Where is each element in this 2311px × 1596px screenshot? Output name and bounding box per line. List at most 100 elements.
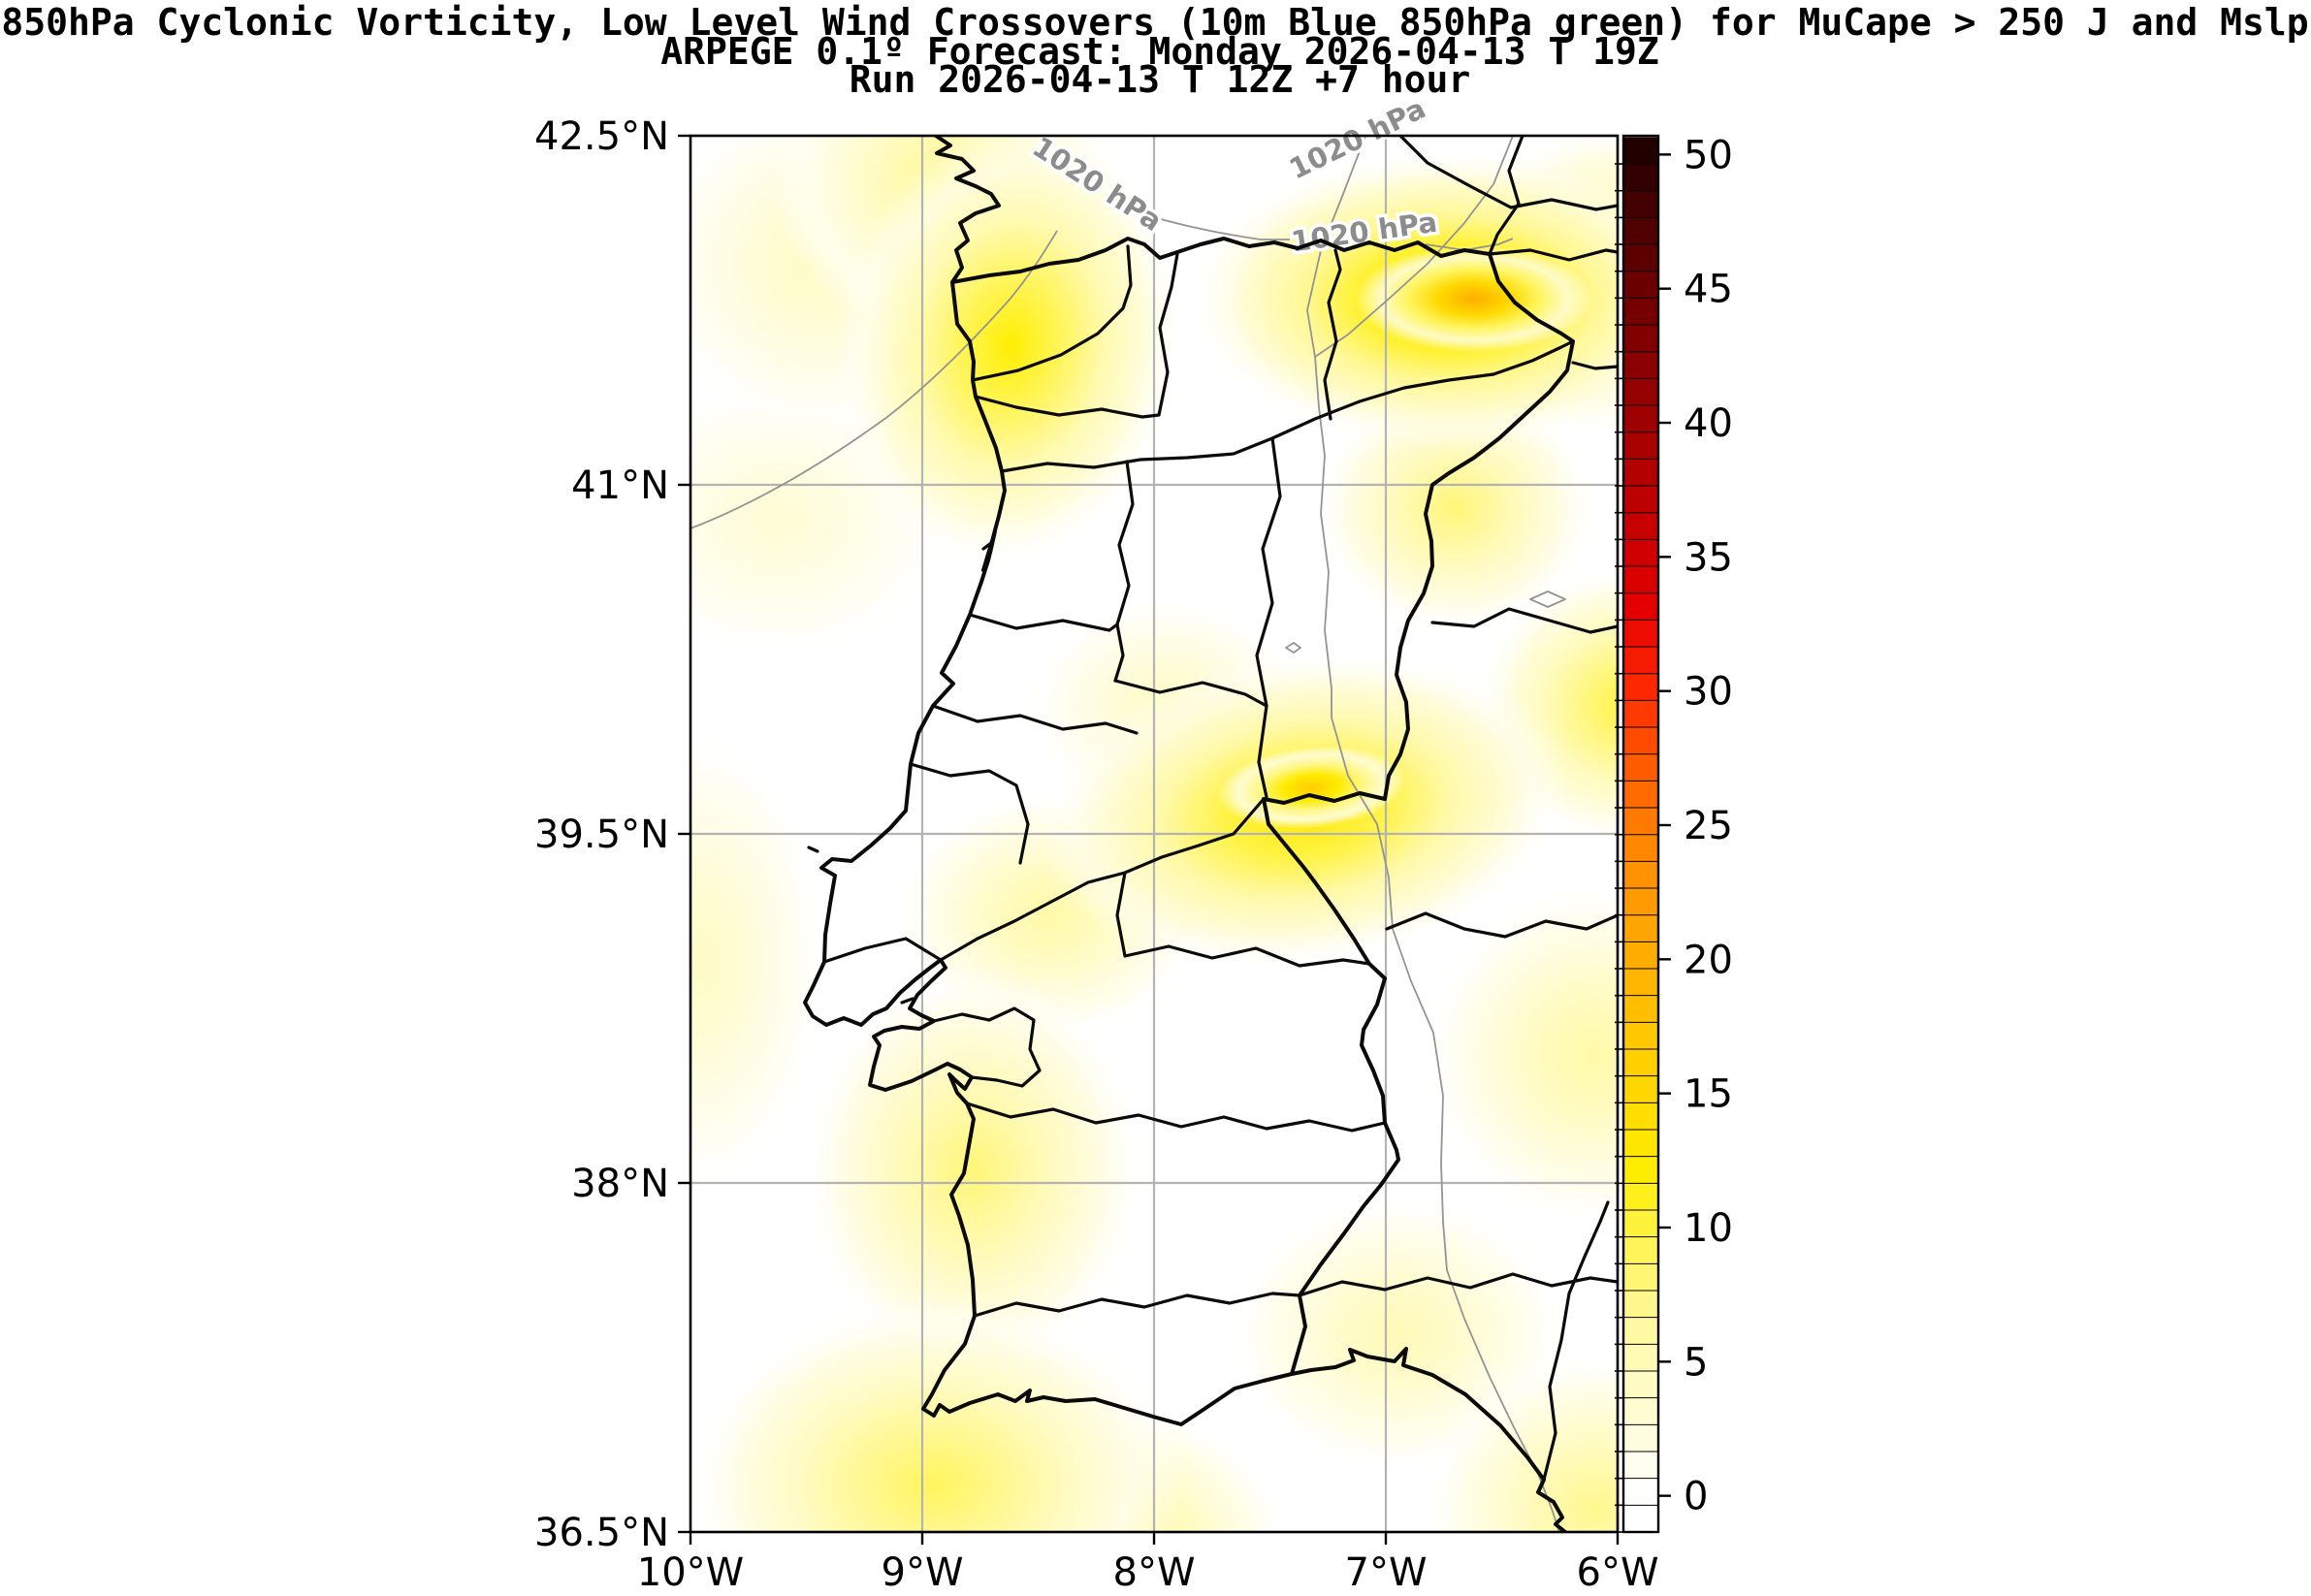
figure-run-line: Run 2026-04-13 T 12Z +7 hour [850, 58, 1471, 101]
y-tick-label: 42.5°N [534, 114, 669, 159]
vorticity-blob [1422, 881, 1618, 1229]
colorbar-segment [1623, 1130, 1658, 1157]
spain-leon-zamora-line [1488, 248, 1618, 262]
colorbar-segment [1623, 137, 1658, 165]
y-tick-label: 36.5°N [534, 1511, 669, 1555]
colorbar-tick-label: 45 [1684, 268, 1733, 312]
colorbar-segment [1623, 727, 1658, 754]
colorbar-segment [1623, 378, 1658, 406]
vorticity-blob [690, 726, 827, 1197]
district-santarem-portalegre [1115, 871, 1127, 958]
colorbar-segment [1623, 753, 1658, 782]
colorbar-segment [1623, 1183, 1658, 1211]
tejo-islet [900, 997, 915, 1005]
colorbar-tick-label: 15 [1684, 1072, 1733, 1117]
colorbar-segment [1623, 405, 1658, 432]
vorticity-blob [1422, 1352, 1618, 1532]
district-viseu-guarda [1255, 436, 1282, 799]
district-beja-faro [973, 1292, 1301, 1318]
colorbar-segment [1623, 512, 1658, 540]
y-tick-label: 38°N [571, 1162, 669, 1206]
colorbar-segment [1623, 1317, 1658, 1345]
colorbar-segment [1623, 1371, 1658, 1398]
colorbar-segment [1623, 1236, 1658, 1264]
colorbar-segment [1623, 566, 1658, 593]
colorbar-segment [1623, 700, 1658, 728]
berlengas-islet [807, 846, 819, 853]
district-coimbra-castelobranco [1113, 679, 1268, 708]
colorbar-segment [1623, 164, 1658, 191]
colorbar-segment [1623, 914, 1658, 942]
colorbar-segment [1623, 1075, 1658, 1103]
colorbar-segment [1623, 1505, 1658, 1532]
guadalquivir-river [1542, 1200, 1610, 1482]
district-coimbra-leiria [931, 704, 1139, 735]
colorbar-segment [1623, 1210, 1658, 1237]
colorbar-tick-label: 30 [1684, 670, 1733, 715]
district-viana-braga [971, 244, 1133, 382]
colorbar-segment [1623, 1263, 1658, 1292]
portugal-spain-border [950, 237, 1575, 1376]
colorbar-segment [1623, 1478, 1658, 1506]
colorbar-segment [1623, 1049, 1658, 1076]
colorbar-segment [1623, 459, 1658, 487]
y-tick-label: 41°N [571, 463, 669, 508]
colorbar-segment [1623, 325, 1658, 352]
boundary-layer [803, 136, 1618, 1532]
colorbar-tick-label: 5 [1684, 1340, 1708, 1385]
colorbar-segment [1623, 888, 1658, 915]
colorbar-segment [1623, 969, 1658, 996]
x-tick-label: 6°W [1577, 1550, 1659, 1595]
isobar-1020-west-b [1130, 208, 1290, 240]
vorticity-blob [837, 136, 1184, 571]
isobar-1020-west [690, 230, 1058, 529]
colorbar-segment [1623, 620, 1658, 648]
colorbar-segment [1623, 1022, 1658, 1050]
district-braga-porto [974, 252, 1179, 419]
colorbar-segment [1623, 647, 1658, 674]
duero-spain-line [1571, 361, 1618, 370]
douro-line [1000, 339, 1575, 473]
colorbar-segment [1623, 190, 1658, 218]
colorbar-segment [1623, 673, 1658, 701]
x-tick-label: 7°W [1345, 1550, 1428, 1595]
colorbar-segment [1623, 942, 1658, 970]
colorbar-segment [1623, 861, 1658, 889]
x-tick-label: 10°W [637, 1550, 744, 1595]
isobar-1020-descending [1314, 356, 1560, 1532]
figure-subtitle: ARPEGE 0.1º Forecast: Monday 2026-04-13 … [660, 30, 1659, 73]
colorbar-tick-label: 40 [1684, 401, 1733, 446]
longitude-axis: 10°W 9°W 8°W 7°W 6°W [637, 1532, 1659, 1595]
district-vilareal-braganca [1323, 248, 1342, 421]
colorbar-segment [1623, 298, 1658, 326]
colorbar-segment [1623, 834, 1658, 862]
colorbar-segment [1623, 351, 1658, 379]
colorbar-tick-label: 10 [1684, 1206, 1733, 1251]
colorbar-segment [1623, 592, 1658, 621]
colorbar-tick-label: 25 [1684, 804, 1733, 848]
colorbar-segment [1623, 539, 1658, 567]
colorbar-segment [1623, 244, 1658, 271]
vorticity-blob [1355, 244, 1593, 353]
colorbar: 0 5 10 15 20 25 30 35 40 45 50 [1615, 133, 1733, 1534]
spain-caceres-badajoz-line [1385, 911, 1618, 939]
colorbar-segment [1623, 431, 1658, 460]
colorbar-segment [1623, 808, 1658, 835]
district-evora-beja [965, 1101, 1387, 1133]
spain-galicia-cyl-border [1488, 136, 1525, 256]
district-aveiro-coimbra [968, 613, 1119, 632]
colorbar-outline [1621, 134, 1660, 1534]
colorbar-segment [1623, 217, 1658, 245]
colorbar-tick-label: 20 [1684, 938, 1733, 982]
y-tick-label: 39.5°N [534, 813, 669, 857]
colorbar-segment [1623, 271, 1658, 299]
colorbar-segment [1623, 1424, 1658, 1452]
vorticity-shading-layer [690, 136, 1618, 1532]
x-tick-label: 8°W [1113, 1550, 1196, 1595]
x-tick-label: 9°W [882, 1550, 964, 1595]
isobar-1020-mid [1425, 238, 1514, 251]
colorbar-segment [1623, 995, 1658, 1023]
colorbar-segment [1623, 486, 1658, 513]
tejo-line [939, 797, 1266, 962]
